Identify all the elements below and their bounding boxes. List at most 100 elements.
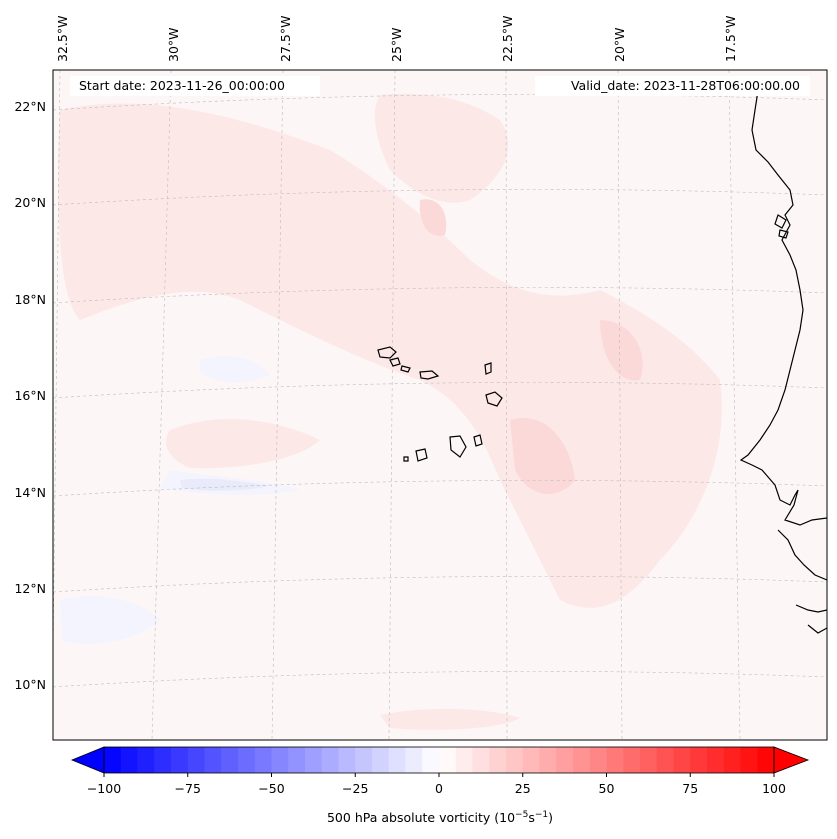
colorbar-cell xyxy=(104,747,122,773)
parallel-line xyxy=(53,287,827,304)
colorbar-cell xyxy=(589,747,607,773)
island-outline xyxy=(400,365,411,373)
africa-coastline xyxy=(739,77,827,526)
vorticity-positive-region xyxy=(380,708,520,730)
colorbar-cell xyxy=(388,747,406,773)
island-outline xyxy=(449,435,467,458)
colorbar-tick-label: 50 xyxy=(599,781,615,796)
parallel-line xyxy=(53,480,827,497)
colorbar-cells xyxy=(104,747,775,773)
map-panel: Start date: 2023-11-26_00:00:00 Valid_da… xyxy=(53,70,827,740)
colorbar-tick-label: 25 xyxy=(515,781,531,796)
lat-label: 10°N xyxy=(14,677,46,692)
colorbar-cell xyxy=(405,747,423,773)
colorbar-cell xyxy=(690,747,708,773)
colorbar-cell xyxy=(439,747,457,773)
island-outline xyxy=(419,370,440,380)
colorbar-cell xyxy=(556,747,574,773)
island-outline xyxy=(403,456,409,462)
vorticity-positive-region xyxy=(600,320,643,381)
colorbar-cell xyxy=(673,747,691,773)
colorbar-cell xyxy=(321,747,339,773)
map-frame xyxy=(52,69,828,741)
parallel-line xyxy=(53,94,827,111)
meridian-line xyxy=(617,70,623,740)
latitude-labels: 22°N 20°N 18°N 16°N 14°N 12°N 10°N xyxy=(14,99,46,692)
colorbar-cell xyxy=(372,747,390,773)
meridian-line xyxy=(388,70,396,740)
africa-coastline xyxy=(807,624,827,634)
island-outline xyxy=(778,229,789,239)
lat-label: 22°N xyxy=(14,99,46,114)
colorbar-cell xyxy=(455,747,473,773)
island-outline xyxy=(774,214,787,229)
lat-label: 12°N xyxy=(14,581,46,596)
lat-label: 16°N xyxy=(14,388,46,403)
parallel-line xyxy=(53,671,827,688)
colorbar-tick-label: −25 xyxy=(342,781,368,796)
colorbar-cell xyxy=(740,747,758,773)
vorticity-positive-region xyxy=(166,419,320,469)
parallel-line xyxy=(53,189,827,206)
lat-label: 18°N xyxy=(14,292,46,307)
colorbar-cell xyxy=(489,747,507,773)
colorbar-tick-label: −50 xyxy=(258,781,284,796)
colorbar-cell xyxy=(288,747,306,773)
colorbar-high-extend xyxy=(773,746,810,774)
colorbar-cell xyxy=(640,747,658,773)
colorbar-tick-label: 100 xyxy=(762,781,786,796)
vorticity-negative-region xyxy=(60,596,160,644)
colorbar-cell xyxy=(472,747,490,773)
colorbar-cell xyxy=(338,747,356,773)
lon-label: 22.5°W xyxy=(500,16,515,62)
island-outline xyxy=(377,346,397,359)
colorbar-cell xyxy=(305,747,323,773)
colorbar-tick-label: 75 xyxy=(682,781,698,796)
colorbar: −100 −75 −50 −25 0 25 50 75 100 500 hPa absolute… xyxy=(70,746,810,825)
colorbar-tick-label: −100 xyxy=(87,781,121,796)
colorbar-cell xyxy=(623,747,641,773)
africa-coastline xyxy=(795,604,827,613)
colorbar-cell xyxy=(221,747,239,773)
lat-label: 14°N xyxy=(14,485,46,500)
meridian-line xyxy=(728,70,741,740)
island-outline xyxy=(415,448,428,462)
meridian-line xyxy=(151,70,172,740)
colorbar-ticks: −100 −75 −50 −25 0 25 50 75 100 xyxy=(87,773,786,796)
vorticity-field xyxy=(58,93,722,730)
colorbar-cell xyxy=(506,747,524,773)
valid-date-box xyxy=(535,76,810,96)
meridian-line xyxy=(505,70,508,740)
vorticity-negative-region xyxy=(180,478,270,491)
lon-label: 20°W xyxy=(612,27,627,62)
vorticity-positive-region xyxy=(510,418,575,494)
coastlines xyxy=(377,77,827,634)
start-date-box xyxy=(70,76,320,96)
colorbar-cell xyxy=(606,747,624,773)
colorbar-cell xyxy=(154,747,172,773)
meridian-line xyxy=(271,70,284,740)
vorticity-negative-region xyxy=(200,355,270,383)
valid-date-label: Valid_date: 2023-11-28T06:00:00.00 xyxy=(571,78,800,93)
island-outline xyxy=(485,391,503,407)
colorbar-cell xyxy=(522,747,540,773)
longitude-labels: 32.5°W 30°W 27.5°W 25°W 22.5°W 20°W 17.5… xyxy=(55,16,738,62)
parallel-line xyxy=(53,576,827,593)
vorticity-positive-region xyxy=(419,199,447,236)
start-date-label: Start date: 2023-11-26_00:00:00 xyxy=(79,78,285,93)
colorbar-cell xyxy=(271,747,289,773)
lon-label: 17.5°W xyxy=(723,16,738,62)
colorbar-cell xyxy=(355,747,373,773)
graticule xyxy=(53,70,827,740)
colorbar-cell xyxy=(707,747,725,773)
colorbar-tick-label: 0 xyxy=(435,781,443,796)
colorbar-low-extend xyxy=(70,746,105,774)
colorbar-cell xyxy=(539,747,557,773)
colorbar-cell xyxy=(573,747,591,773)
island-outline xyxy=(473,434,483,447)
vorticity-positive-region xyxy=(374,93,509,203)
lon-label: 27.5°W xyxy=(278,16,293,62)
lon-label: 32.5°W xyxy=(55,16,70,62)
colorbar-cell xyxy=(171,747,189,773)
